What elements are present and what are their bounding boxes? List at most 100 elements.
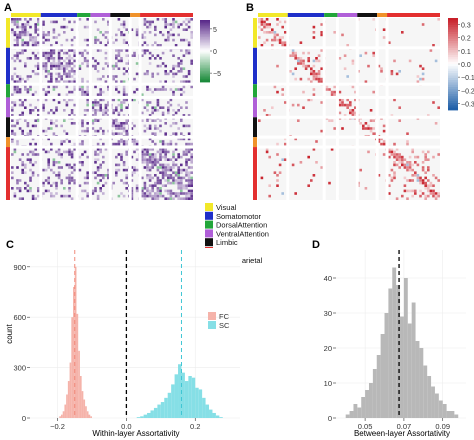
histogram-bar (174, 374, 179, 418)
matrix-cell (73, 77, 76, 81)
matrix-cell (351, 85, 355, 89)
matrix-cell (34, 161, 37, 164)
matrix-cell (107, 75, 110, 78)
matrix-cell (159, 129, 162, 133)
histogram-bar (198, 389, 203, 418)
matrix-cell (52, 64, 56, 68)
matrix-cell (24, 49, 27, 52)
matrix-cell (81, 93, 84, 96)
matrix-cell (34, 64, 37, 68)
network-strip-visual (6, 18, 10, 48)
matrix-cell (141, 33, 144, 37)
matrix-cell (146, 174, 149, 177)
matrix-cell (52, 31, 56, 34)
matrix-cell (330, 148, 334, 151)
matrix-cell (338, 103, 342, 107)
matrix-cell (65, 67, 69, 70)
matrix-cell (164, 174, 167, 177)
matrix-cell (143, 49, 147, 52)
matrix-cell (65, 93, 69, 96)
matrix-cell (169, 176, 173, 180)
matrix-cell (70, 38, 74, 42)
matrix-cell (182, 114, 186, 117)
matrix-cell (21, 33, 24, 37)
matrix-cell (29, 109, 32, 112)
matrix-cell (91, 171, 95, 174)
matrix-cell (57, 59, 61, 63)
matrix-cell (117, 140, 121, 143)
matrix-cell (34, 153, 37, 156)
matrix-cell (169, 197, 173, 200)
matrix-cell (120, 80, 123, 83)
matrix-cell (120, 158, 123, 161)
block-divider (11, 82, 193, 86)
matrix-cell (437, 194, 440, 198)
matrix-cell (133, 90, 136, 94)
histogram-bar (73, 286, 75, 418)
matrix-cell (24, 181, 27, 185)
matrix-cell (151, 132, 154, 135)
matrix-cell (154, 155, 157, 159)
matrix-cell (42, 20, 45, 24)
network-strip-limbic (110, 13, 131, 17)
legend-swatch-sc (208, 321, 216, 329)
matrix-cell (187, 171, 191, 174)
matrix-cell (63, 64, 66, 68)
matrix-cell (177, 192, 180, 195)
matrix-cell (419, 176, 422, 180)
matrix-cell (408, 166, 412, 169)
matrix-cell (55, 184, 58, 187)
matrix-cell (187, 142, 191, 146)
histogram-bar (205, 404, 210, 418)
matrix-cell (398, 106, 401, 109)
block-divider (258, 115, 440, 119)
matrix-cell (388, 174, 391, 177)
matrix-cell (21, 101, 24, 104)
matrix-cell (57, 67, 61, 70)
matrix-cell (172, 197, 175, 200)
matrix-cell (31, 41, 35, 44)
matrix-cell (320, 31, 323, 34)
matrix-cell (182, 168, 186, 172)
matrix-cell (406, 166, 409, 169)
matrix-cell (112, 64, 115, 68)
matrix-cell (50, 184, 53, 187)
matrix-cell (180, 88, 183, 91)
matrix-cell (281, 25, 284, 29)
matrix-cell (52, 181, 56, 185)
matrix-cell (68, 64, 71, 68)
matrix-cell (146, 85, 149, 89)
matrix-cell (380, 67, 383, 70)
matrix-cell (34, 124, 37, 128)
matrix-cell (24, 64, 27, 68)
matrix-cell (294, 51, 297, 55)
matrix-cell (21, 77, 24, 81)
matrix-cell (180, 38, 183, 42)
matrix-cell (13, 124, 17, 128)
matrix-cell (416, 163, 420, 167)
matrix-cell (291, 54, 295, 57)
matrix-cell (70, 111, 74, 115)
matrix-cell (424, 194, 427, 198)
matrix-cell (122, 168, 126, 172)
matrix-cell (172, 150, 175, 154)
matrix-cell (164, 80, 167, 83)
matrix-cell (398, 119, 401, 122)
matrix-cell (372, 54, 375, 57)
matrix-cell (411, 163, 414, 167)
legend-swatch-visual (205, 203, 213, 211)
block-divider (11, 135, 193, 139)
matrix-cell (18, 127, 22, 130)
matrix-cell (180, 119, 183, 122)
matrix-cell (26, 33, 30, 37)
matrix-cell (419, 77, 422, 81)
matrix-cell (156, 109, 160, 112)
matrix-cell (125, 176, 128, 180)
matrix-cell (117, 67, 121, 70)
matrix-cell (424, 155, 427, 159)
matrix-cell (437, 18, 440, 21)
matrix-cell (47, 189, 50, 193)
matrix-cell (16, 122, 19, 125)
matrix-cell (73, 54, 76, 57)
matrix-cell (161, 85, 165, 89)
